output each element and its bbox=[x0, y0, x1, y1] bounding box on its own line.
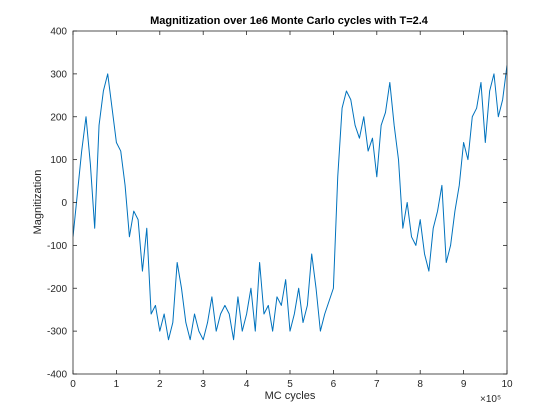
x-tick-label: 1 bbox=[114, 379, 120, 390]
x-tick-label: 8 bbox=[417, 379, 423, 390]
y-tick-label: 300 bbox=[50, 69, 67, 80]
chart-title: Magnitization over 1e6 Monte Carlo cycle… bbox=[150, 15, 429, 27]
y-tick-label: 0 bbox=[61, 198, 67, 209]
x-tick-label: 3 bbox=[200, 379, 206, 390]
x-tick-label: 7 bbox=[374, 379, 380, 390]
y-tick-label: 100 bbox=[50, 155, 67, 166]
x-multiplier-label: ×10⁵ bbox=[480, 394, 501, 405]
x-tick-label: 5 bbox=[287, 379, 293, 390]
x-axis-label: MC cycles bbox=[265, 390, 316, 402]
x-tick-label: 10 bbox=[501, 379, 513, 390]
x-tick-label: 4 bbox=[244, 379, 250, 390]
y-tick-label: 400 bbox=[50, 27, 67, 38]
series-line-0 bbox=[73, 65, 507, 341]
plot-area bbox=[73, 65, 507, 341]
x-tick-label: 6 bbox=[331, 379, 337, 390]
x-tick-label: 2 bbox=[157, 379, 163, 390]
y-tick-label: 200 bbox=[50, 112, 67, 123]
y-axis-label: Magnitization bbox=[32, 170, 44, 235]
axes: 0 1 2 3 4 5 6 7 8 9 10 -400 -300 -200 -100 0 100 200 300 40… bbox=[47, 27, 513, 391]
x-tick-label: 9 bbox=[461, 379, 467, 390]
x-tick-label: 0 bbox=[70, 379, 76, 390]
y-tick-label: -400 bbox=[47, 370, 67, 381]
y-tick-label: -300 bbox=[47, 327, 67, 338]
y-tick-label: -100 bbox=[47, 241, 67, 252]
y-tick-label: -200 bbox=[47, 284, 67, 295]
